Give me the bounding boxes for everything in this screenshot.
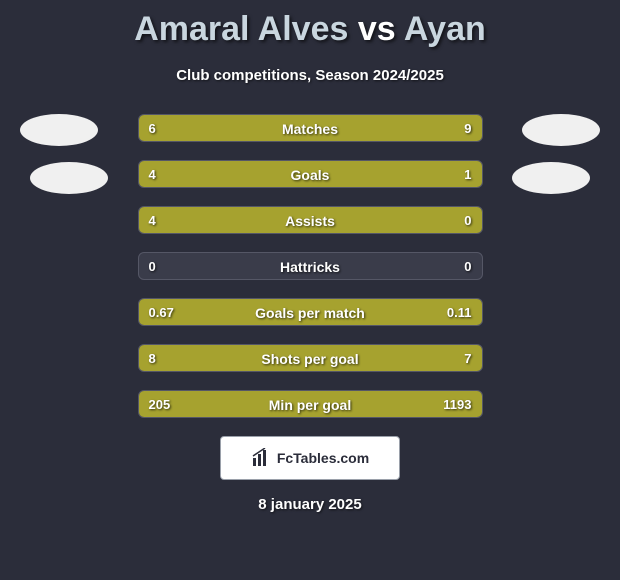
- stat-row: Hattricks0 0: [138, 252, 483, 280]
- stat-label: Hattricks: [139, 253, 482, 280]
- stat-value-right: 0: [464, 253, 471, 280]
- date-text: 8 january 2025: [0, 496, 620, 513]
- stat-value-left: 4: [149, 161, 156, 188]
- comparison-panel: Matches69Goals41Assists40Hattricks00Goal…: [0, 114, 620, 418]
- team-logo-right-1: [522, 114, 600, 146]
- stat-label: Shots per goal: [139, 345, 482, 372]
- stat-label: Goals: [139, 161, 482, 188]
- stat-row: Goals4 1: [138, 160, 483, 188]
- stat-value-left: 205: [149, 391, 171, 418]
- stat-value-left: 8: [149, 345, 156, 372]
- stat-value-right: 0.11: [447, 299, 472, 326]
- stat-value-left: 0.67: [149, 299, 174, 326]
- stat-value-right: 9: [464, 115, 471, 142]
- stat-value-left: 6: [149, 115, 156, 142]
- vs-text: vs: [358, 10, 396, 48]
- stat-label: Assists: [139, 207, 482, 234]
- bars-container: Matches69Goals41Assists40Hattricks00Goal…: [138, 114, 483, 418]
- team-logo-left-2: [30, 162, 108, 194]
- subtitle: Club competitions, Season 2024/2025: [0, 67, 620, 84]
- stat-value-right: 0: [464, 207, 471, 234]
- page-title: Amaral Alves vs Ayan: [0, 0, 620, 49]
- player2-name: Ayan: [404, 10, 486, 48]
- stat-value-right: 1: [464, 161, 471, 188]
- stat-row: Min per goal205 1193: [138, 390, 483, 418]
- brand-badge: FcTables.com: [220, 436, 400, 480]
- team-logo-left-1: [20, 114, 98, 146]
- stat-value-right: 7: [464, 345, 471, 372]
- brand-text: FcTables.com: [277, 450, 369, 466]
- player1-name: Amaral Alves: [134, 10, 348, 48]
- team-logo-right-2: [512, 162, 590, 194]
- stat-label: Goals per match: [139, 299, 482, 326]
- stat-value-left: 4: [149, 207, 156, 234]
- stat-value-left: 0: [149, 253, 156, 280]
- stat-label: Min per goal: [139, 391, 482, 418]
- stat-label: Matches: [139, 115, 482, 142]
- stat-value-right: 1193: [443, 391, 471, 418]
- stat-row: Shots per goal8 7: [138, 344, 483, 372]
- stat-row: Assists4 0: [138, 206, 483, 234]
- stat-row: Goals per match0.67 0.11: [138, 298, 483, 326]
- stat-row: Matches6 9: [138, 114, 483, 142]
- chart-icon: [251, 448, 271, 468]
